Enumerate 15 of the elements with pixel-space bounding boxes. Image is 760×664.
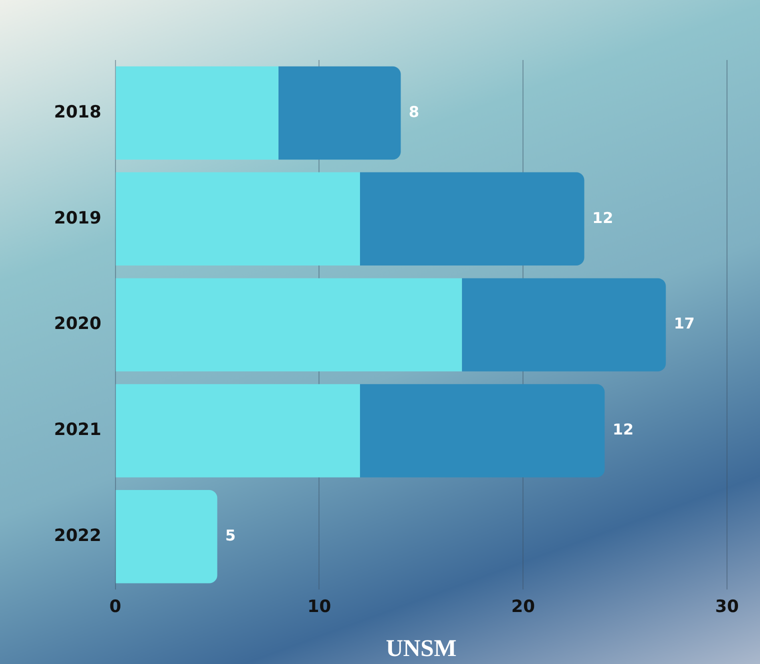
annotation: 5 — [225, 526, 236, 545]
y-tick-label: 2022 — [54, 526, 102, 546]
annotation: 8 — [408, 102, 420, 121]
annotation: 12 — [592, 208, 614, 227]
annotation: 12 — [612, 420, 634, 439]
x-tick-label: 0 — [109, 597, 122, 618]
y-tick-label: 2021 — [54, 420, 102, 440]
y-tick-label: 2019 — [54, 208, 102, 228]
y-tick-label: 2020 — [54, 314, 102, 334]
x-tick-label: 10 — [307, 597, 332, 618]
x-tick-label: 30 — [715, 597, 739, 618]
x-tick-label: 20 — [511, 597, 536, 618]
annotation: 17 — [674, 314, 695, 333]
y-tick-label: 2018 — [54, 102, 102, 122]
x-axis-title: UNSM — [386, 636, 456, 662]
